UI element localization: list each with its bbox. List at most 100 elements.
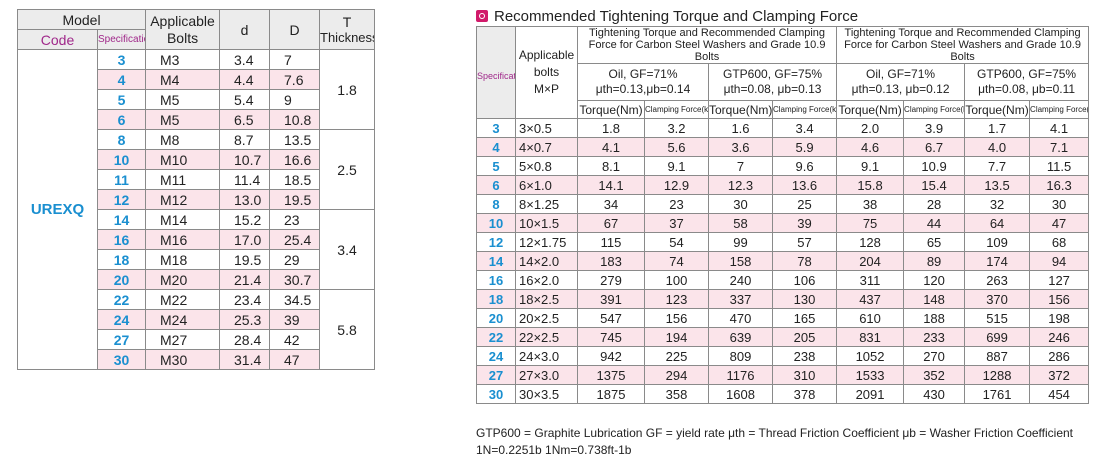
torque-col-header: Torque(Nm) [708,100,773,119]
torque-spec-cell: 18 [476,289,516,309]
clamp-value-cell: 7.1 [1029,137,1090,157]
code-value: UREXQ [17,49,98,370]
torque-value-cell: 1288 [964,365,1031,385]
condition-gtp-1-yield: GTP600, GF=75% [723,67,823,81]
dimension-row: 12 M12 13.0 19.5 [18,189,375,210]
torque-value-cell: 437 [836,289,905,309]
torque-value-cell: 1.7 [964,118,1031,138]
footnote-definitions: GTP600 = Graphite Lubrication GF = yield… [476,426,1073,440]
torque-row: 4 4×0.7 4.1 5.6 3.6 5.9 4.6 6.7 4.0 7.1 [476,137,1090,157]
torque-value-cell: 174 [964,251,1031,271]
bolt-size-cell: 27×3.0 [515,365,578,385]
bolt-size-cell: 6×1.0 [515,175,578,195]
clamp-value-cell: 30 [1029,194,1090,214]
torque-row: 22 22×2.5 745 194 639 205 831 233 699 246 [476,327,1090,347]
model-header: Model [16,9,147,30]
clamp-value-cell: 286 [1029,346,1090,366]
torque-spec-cell: 20 [476,308,516,328]
condition-oil-2-yield: Oil, GF=71% [866,67,936,81]
clamp-value-cell: 120 [903,270,966,290]
torque-value-cell: 831 [836,327,905,347]
clamp-value-cell: 3.9 [903,118,966,138]
clamp-value-cell: 123 [644,289,709,309]
torque-section-title: Recommended Tightening Torque and Clampi… [476,7,858,25]
torque-value-cell: 34 [577,194,645,214]
bolt-size-cell: 8×1.25 [515,194,578,214]
clamp-value-cell: 74 [644,251,709,271]
d-cell: 3.4 [219,49,271,70]
bolt-size-cell: 3×0.5 [515,118,578,138]
d-cell: 17.0 [219,229,271,250]
bolt-size-cell: 24×3.0 [515,346,578,366]
bolt-cell: M20 [145,269,221,290]
spec-cell: 14 [96,209,147,230]
torque-value-cell: 9.1 [836,156,905,176]
clamp-value-cell: 130 [771,289,838,309]
torque-spec-cell: 16 [476,270,516,290]
clamp-value-cell: 100 [644,270,709,290]
torque-spec-cell: 3 [476,118,516,138]
torque-value-cell: 38 [836,194,905,214]
torque-value-cell: 4.0 [964,137,1031,157]
torque-row: 6 6×1.0 14.1 12.9 12.3 13.6 15.8 15.4 13.5 16.3 [476,175,1090,195]
spec-cell: 3 [96,49,147,70]
torque-spec-cell: 6 [476,175,516,195]
torque-value-cell: 30 [708,194,773,214]
clamp-col-header: Clamping Force(kN) [644,100,709,119]
applicable-label: Applicable [518,48,575,62]
torque-value-cell: 547 [577,308,645,328]
thickness-value: 3.4 [319,209,376,290]
applicable-bolts-header: Applicable Bolts [145,9,221,50]
D-cell: 13.5 [269,129,321,150]
torque-value-cell: 1375 [577,365,645,385]
clamp-value-cell: 3.4 [771,118,838,138]
torque-value-cell: 15.8 [836,175,905,195]
clamp-value-cell: 156 [644,308,709,328]
clamp-value-cell: 11.5 [1029,156,1090,176]
dimension-row: UREXQ 3 M3 3.4 7 1.8 [17,49,376,370]
clamp-value-cell: 246 [1029,327,1090,347]
torque-row: 8 8×1.25 34 23 30 25 38 28 32 30 [476,194,1090,214]
torque-value-cell: 699 [964,327,1031,347]
d-cell: 25.3 [219,309,271,330]
d-cell: 10.7 [219,149,271,170]
torque-spec-cell: 10 [476,213,516,233]
torque-value-cell: 1875 [577,384,645,404]
clamp-value-cell: 54 [644,232,709,252]
bolts-label: bolts [533,65,560,79]
dimension-row: 30 M30 31.4 47 [18,349,375,370]
torque-value-cell: 263 [964,270,1031,290]
D-cell: 42 [269,329,321,350]
torque-spec-cell: 30 [476,384,516,404]
torque-value-cell: 128 [836,232,905,252]
torque-row: 24 24×3.0 942 225 809 238 1052 270 887 286 [476,346,1090,366]
footnote-conversions: 1N=0.2251b 1Nm=0.738ft-1b [476,443,632,457]
thickness-value: 1.8 [319,49,376,130]
D-cell: 9 [269,89,321,110]
torque-value-cell: 370 [964,289,1031,309]
torque-value-cell: 32 [964,194,1031,214]
specification-header: Specification [96,29,147,50]
torque-spec-cell: 4 [476,137,516,157]
d-cell: 6.5 [219,109,271,130]
torque-table: Specification Applicable bolts M×P Tight… [476,26,1090,404]
clamp-col-header: Clamping Force(kN) [903,100,966,119]
d-cell: 23.4 [219,289,271,310]
bolt-cell: M24 [145,309,221,330]
torque-value-cell: 7 [708,156,773,176]
bolt-cell: M10 [145,149,221,170]
code-header: Code [17,29,98,50]
clamp-value-cell: 225 [644,346,709,366]
thickness-value: 5.8 [319,289,376,370]
torque-col-header: Torque(Nm) [964,100,1031,119]
clamp-value-cell: 3.2 [644,118,709,138]
D-cell: 7 [269,49,321,70]
clamp-value-cell: 352 [903,365,966,385]
D-cell: 19.5 [269,189,321,210]
clamp-value-cell: 78 [771,251,838,271]
D-cell: 18.5 [269,169,321,190]
torque-row: 10 10×1.5 67 37 58 39 75 44 64 47 [476,213,1090,233]
clamp-col-header: Clamping Force(kN) [771,100,838,119]
torque-row: 5 5×0.8 8.1 9.1 7 9.6 9.1 10.9 7.7 11.5 [476,156,1090,176]
clamp-value-cell: 156 [1029,289,1090,309]
